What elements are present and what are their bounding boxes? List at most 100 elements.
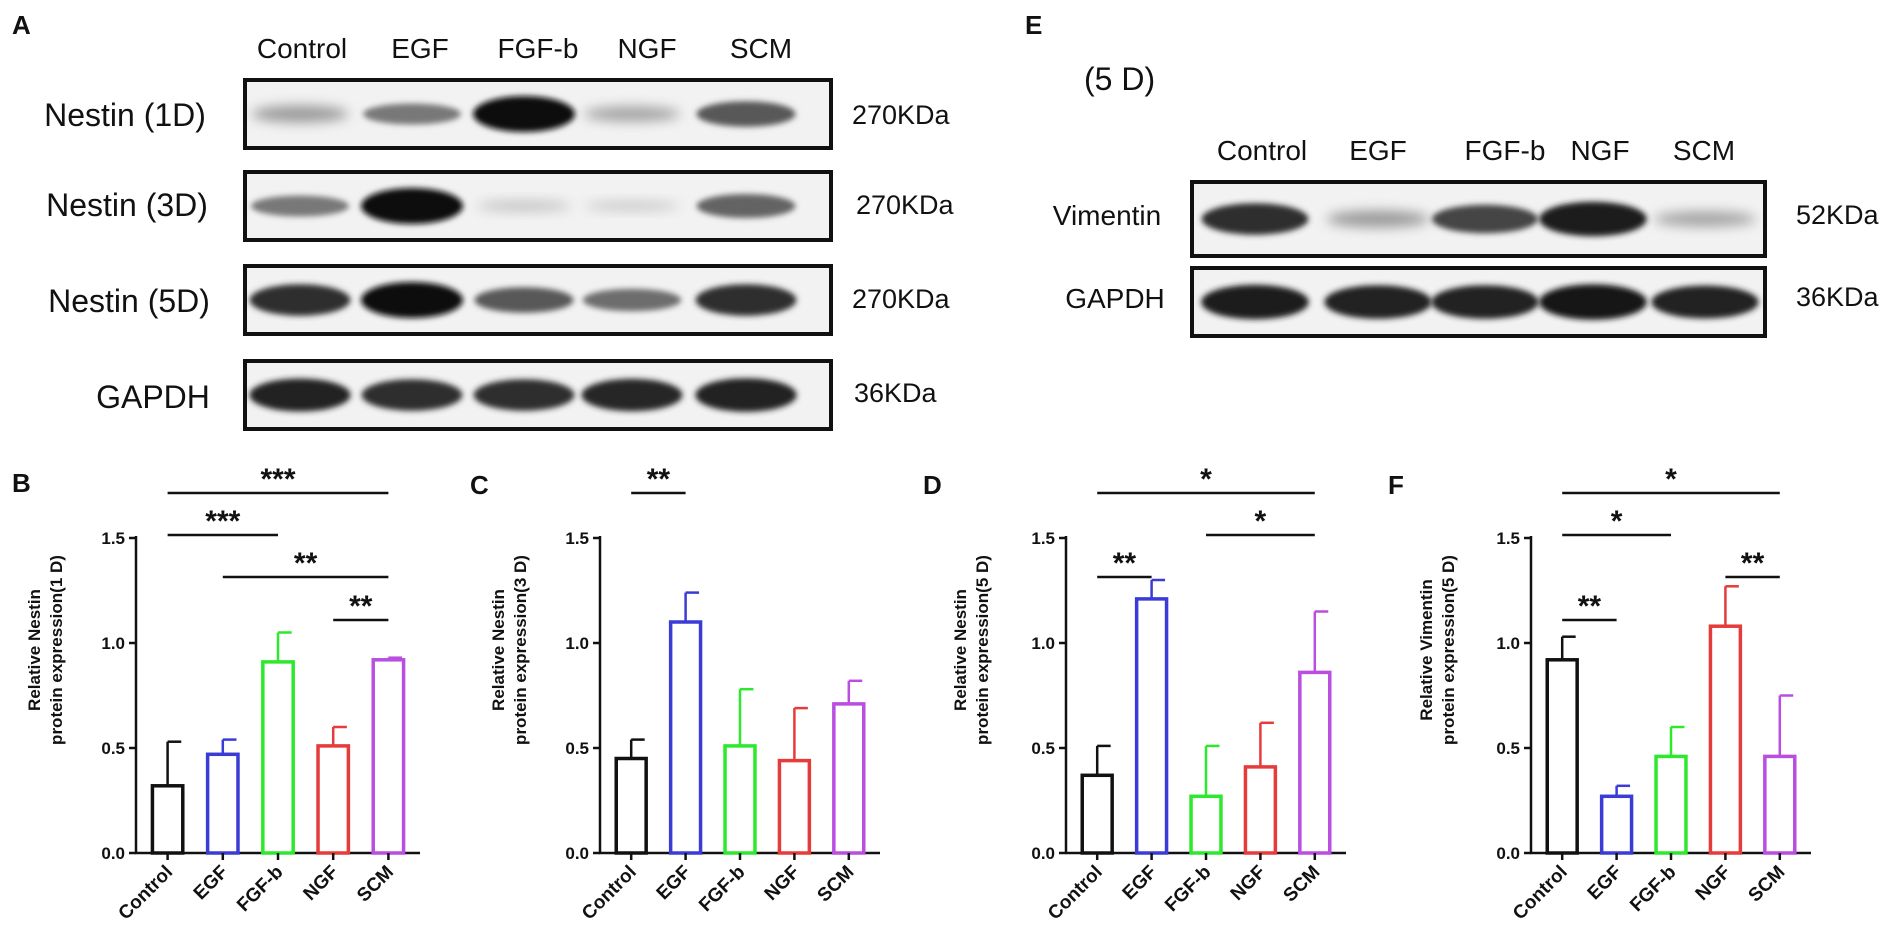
blot-e-row-label-vimentin: Vimentin bbox=[1053, 200, 1161, 231]
bar-chart-c: C Relative Nestin protein expression(3 D) 0… bbox=[470, 463, 880, 924]
chart-d-significance-label: * bbox=[1255, 505, 1267, 538]
blot-e-row-label-gapdh: GAPDH bbox=[1065, 283, 1165, 314]
chart-b-x-tick-label: SCM bbox=[353, 862, 398, 907]
blot-e-band-row1-lane4 bbox=[1539, 201, 1647, 237]
chart-f-x-tick-label: FGF-b bbox=[1626, 862, 1680, 916]
chart-b-bar-ngf bbox=[316, 744, 351, 855]
blot-a-band-row1-lane1 bbox=[251, 105, 349, 123]
blot-a-band-row2-lane4 bbox=[584, 201, 680, 211]
chart-f-x-tick-label: EGF bbox=[1584, 862, 1626, 904]
blot-a-strip-frame-3 bbox=[243, 264, 833, 336]
chart-b-x-tick-label: NGF bbox=[300, 862, 343, 905]
blot-panel-e: E (5 D) Control EGF FGF-b NGF SCM Viment… bbox=[1025, 10, 1880, 338]
blot-e-lane-label-egf: EGF bbox=[1349, 135, 1407, 166]
panel-letter-e: E bbox=[1025, 10, 1042, 40]
blot-e-band-row1-lane1 bbox=[1201, 203, 1309, 235]
chart-c-x-tick-label: NGF bbox=[761, 862, 804, 905]
chart-d-y-tick-label: 0.0 bbox=[1031, 844, 1055, 863]
chart-c-x-tick-label: Control bbox=[578, 862, 641, 925]
blot-a-band-row2-lane2 bbox=[361, 188, 463, 224]
chart-c-x-tick-label: FGF-b bbox=[695, 862, 749, 916]
chart-d-bar-control bbox=[1080, 773, 1114, 855]
chart-c-panel-letter: C bbox=[470, 470, 489, 500]
chart-c-x-tick-label: EGF bbox=[653, 862, 695, 904]
blot-a-row-label-nestin-5d: Nestin (5D) bbox=[48, 283, 210, 319]
chart-f-bar-control bbox=[1545, 658, 1579, 855]
blot-a-band-row4-lane3 bbox=[473, 379, 575, 411]
chart-f-significance-label: ** bbox=[1741, 547, 1765, 580]
bar-chart-d: D Relative Nestin protein expression(5 D) 0… bbox=[923, 463, 1346, 924]
chart-d-panel-letter: D bbox=[923, 470, 942, 500]
chart-f-bar-fgfb bbox=[1654, 754, 1688, 855]
blot-a-row-label-nestin-3d: Nestin (3D) bbox=[46, 187, 208, 223]
chart-d-x-tick-label: FGF-b bbox=[1161, 862, 1215, 916]
chart-f-bar-ngf bbox=[1708, 624, 1743, 855]
blot-a-band-row4-lane5 bbox=[695, 378, 797, 412]
blot-a-band-row3-lane4 bbox=[582, 288, 682, 312]
chart-b-x-tick-label: Control bbox=[115, 862, 178, 925]
bar-chart-f: F Relative Vimentin protein expression(5 D… bbox=[1388, 463, 1811, 924]
chart-d-bar-fgfb bbox=[1189, 794, 1223, 855]
chart-c-y-tick-label: 1.0 bbox=[565, 634, 589, 653]
blot-a-band-row3-lane5 bbox=[695, 284, 797, 316]
chart-d-y-tick-label: 1.0 bbox=[1031, 634, 1055, 653]
blot-a-row-label-nestin-1d: Nestin (1D) bbox=[44, 97, 206, 133]
blot-a-band-row4-lane4 bbox=[581, 378, 683, 412]
chart-b-y-axis-label: Relative Nestin protein expression(1 D) bbox=[25, 555, 66, 745]
blot-a-kda-2: 270KDa bbox=[856, 190, 955, 220]
blot-a-band-row3-lane3 bbox=[474, 287, 574, 313]
chart-b-x-tick-label: EGF bbox=[190, 862, 232, 904]
blot-e-kda-2: 36KDa bbox=[1796, 282, 1880, 312]
chart-b-bar-egf bbox=[205, 752, 240, 855]
chart-b-y-tick-label: 0.5 bbox=[101, 739, 125, 758]
chart-c-bar-control bbox=[614, 756, 648, 855]
chart-d-y-axis-label: Relative Nestin protein expression(5 D) bbox=[951, 555, 992, 745]
chart-c-y-tick-label: 0.0 bbox=[565, 844, 589, 863]
chart-f-x-tick-label: NGF bbox=[1692, 862, 1735, 905]
bar-chart-b: B Relative Nestin protein expression(1 D) 0… bbox=[12, 463, 420, 924]
chart-b-bar-control bbox=[150, 784, 185, 855]
chart-b-panel-letter: B bbox=[12, 468, 31, 498]
chart-b-y-tick-label: 1.5 bbox=[101, 529, 125, 548]
blot-a-lane-label-scm: SCM bbox=[730, 33, 792, 64]
blot-a-band-row1-lane2 bbox=[363, 103, 461, 125]
chart-d-y-tick-label: 1.5 bbox=[1031, 529, 1055, 548]
chart-f-y-tick-label: 0.0 bbox=[1496, 844, 1520, 863]
panel-letter-a: A bbox=[12, 10, 31, 40]
chart-c-y-axis-label: Relative Nestin protein expression(3 D) bbox=[489, 555, 530, 745]
chart-b-x-tick-label: FGF-b bbox=[233, 862, 287, 916]
chart-d-y-tick-label: 0.5 bbox=[1031, 739, 1055, 758]
blot-a-strip-frame-4 bbox=[243, 359, 833, 431]
chart-c-bar-ngf bbox=[777, 758, 812, 855]
chart-d-bar-egf bbox=[1134, 597, 1169, 855]
chart-d-significance-label: ** bbox=[1113, 547, 1137, 580]
chart-f-bar-egf bbox=[1599, 794, 1634, 855]
blot-e-band-row1-lane2 bbox=[1326, 210, 1430, 228]
blot-e-strip-frame-1 bbox=[1190, 180, 1767, 258]
chart-c-x-tick-label: SCM bbox=[814, 862, 859, 907]
blot-a-kda-3: 270KDa bbox=[852, 284, 951, 314]
chart-c-y-tick-label: 0.5 bbox=[565, 739, 589, 758]
chart-b-y-tick-label: 1.0 bbox=[101, 634, 125, 653]
blot-e-band-row1-lane5 bbox=[1653, 211, 1757, 227]
chart-b-bar-scm bbox=[371, 658, 406, 855]
chart-f-bar-scm bbox=[1763, 754, 1797, 855]
chart-b-significance-label: ** bbox=[294, 547, 318, 580]
chart-d-x-tick-label: NGF bbox=[1227, 862, 1270, 905]
chart-f-x-tick-label: Control bbox=[1509, 862, 1572, 925]
chart-c-bar-egf bbox=[668, 620, 703, 855]
blot-e-title: (5 D) bbox=[1084, 61, 1155, 97]
blot-e-lane-label-control: Control bbox=[1217, 135, 1307, 166]
blot-a-strip-frame-2 bbox=[243, 170, 833, 242]
blot-e-lane-label-scm: SCM bbox=[1673, 135, 1735, 166]
blot-a-band-row1-lane5 bbox=[696, 101, 796, 127]
blot-a-band-row4-lane2 bbox=[361, 379, 463, 411]
blot-e-band-row2-lane2 bbox=[1324, 285, 1432, 319]
chart-b-bar-fgfb bbox=[261, 660, 295, 855]
chart-b-significance-label: *** bbox=[260, 463, 295, 496]
chart-c-y-tick-label: 1.5 bbox=[565, 529, 589, 548]
chart-b-y-tick-label: 0.0 bbox=[101, 844, 125, 863]
chart-f-y-axis-label: Relative Vimentin protein expression(5 D) bbox=[1417, 555, 1458, 745]
chart-d-x-tick-label: SCM bbox=[1280, 862, 1325, 907]
